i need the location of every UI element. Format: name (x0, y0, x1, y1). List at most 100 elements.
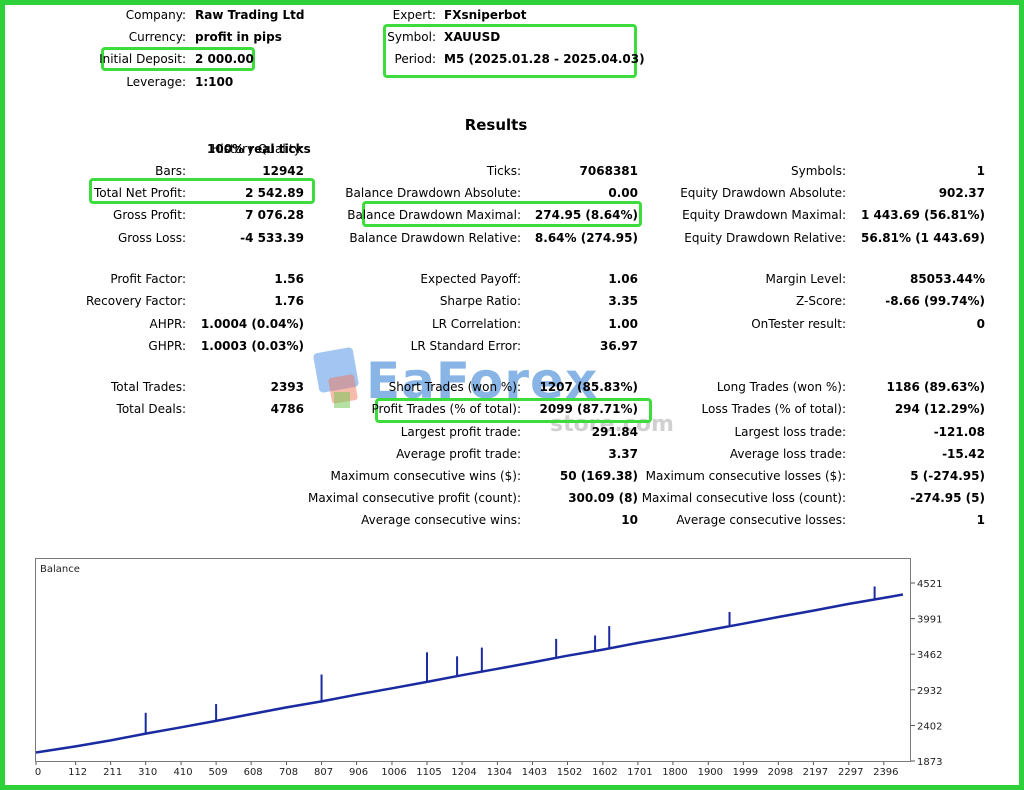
eq-dd-abs-value: 902.37 (938, 186, 985, 200)
x-tick-label: 2297 (838, 767, 863, 778)
x-tick-label: 509 (209, 767, 228, 778)
balance-series-line (35, 593, 904, 754)
sharpe-value: 3.35 (608, 294, 638, 308)
gross-loss-value: -4 533.39 (240, 231, 304, 245)
margin-label: Margin Level: (765, 272, 846, 286)
total-trades-value: 2393 (270, 380, 304, 394)
zscore-label: Z-Score: (796, 294, 846, 308)
net-profit-label: Total Net Profit: (93, 186, 186, 200)
bal-dd-max-value: 274.95 (8.64%) (534, 208, 638, 222)
history-quality-label: History Quality: (211, 142, 304, 156)
y-tick-label: 3462 (917, 650, 942, 661)
short-trades-value: 1207 (85.83%) (539, 380, 638, 394)
x-tick-label: 1800 (662, 767, 687, 778)
maximal-cons-profit-value: 300.09 (8) (568, 491, 638, 505)
x-tick-label: 708 (279, 767, 298, 778)
lr-err-value: 36.97 (600, 339, 638, 353)
expert-label: Expert: (392, 8, 436, 22)
symbol-period-highlight (383, 24, 637, 78)
bal-dd-rel-value: 8.64% (274.95) (534, 231, 638, 245)
bars-value: 12942 (262, 164, 304, 178)
x-tick-label: 1701 (627, 767, 652, 778)
company-label: Company: (125, 8, 186, 22)
short-trades-label: Short Trades (won %): (388, 380, 521, 394)
lr-err-label: LR Standard Error: (410, 339, 521, 353)
symbols-value: 1 (976, 164, 985, 178)
avg-cons-losses-label: Average consecutive losses: (676, 513, 846, 527)
largest-profit-value: 291.84 (591, 425, 638, 439)
period-label: Period: (394, 52, 436, 66)
x-tick-label: 2197 (803, 767, 828, 778)
avg-cons-wins-label: Average consecutive wins: (361, 513, 521, 527)
chart-title: Balance (40, 564, 80, 575)
bal-dd-abs-value: 0.00 (608, 186, 638, 200)
expected-payoff-value: 1.06 (608, 272, 638, 286)
y-tick-label: 2402 (917, 721, 942, 732)
leverage-value: 1:100 (195, 75, 234, 89)
x-tick-label: 1105 (416, 767, 441, 778)
net-profit-highlight (89, 178, 315, 204)
ghpr-value: 1.0003 (0.03%) (200, 339, 304, 353)
x-tick-label: 1999 (733, 767, 758, 778)
largest-profit-label: Largest profit trade: (400, 425, 521, 439)
history-quality-value: 100% real ticks (207, 142, 311, 156)
y-tick-label: 4521 (917, 579, 942, 590)
eq-dd-abs-label: Equity Drawdown Absolute: (680, 186, 846, 200)
avg-profit-value: 3.37 (608, 447, 638, 461)
gross-loss-label: Gross Loss: (118, 231, 186, 245)
long-trades-value: 1186 (89.63%) (886, 380, 985, 394)
x-tick-label: 112 (68, 767, 87, 778)
expected-payoff-label: Expected Payoff: (420, 272, 521, 286)
expert-value: FXsniperbot (444, 8, 527, 22)
max-cons-wins-label: Maximum consecutive wins ($): (330, 469, 521, 483)
bal-dd-max-label: Balance Drawdown Maximal: (347, 208, 521, 222)
sharpe-label: Sharpe Ratio: (439, 294, 521, 308)
ontester-label: OnTester result: (751, 317, 846, 331)
avg-profit-label: Average profit trade: (396, 447, 521, 461)
eq-dd-rel-label: Equity Drawdown Relative: (684, 231, 846, 245)
x-tick-label: 1006 (381, 767, 406, 778)
loss-trades-value: 294 (12.29%) (894, 402, 985, 416)
profit-trades-label: Profit Trades (% of total): (371, 402, 521, 416)
ahpr-label: AHPR: (149, 317, 186, 331)
max-cons-losses-label: Maximum consecutive losses ($): (645, 469, 846, 483)
largest-loss-label: Largest loss trade: (734, 425, 846, 439)
x-tick-label: 906 (349, 767, 368, 778)
x-axis: 0 112 211 310 410 509 608 708 807 906 1006 1105 1204… (35, 762, 899, 778)
eq-dd-max-label: Equity Drawdown Maximal: (682, 208, 846, 222)
leverage-label: Leverage: (126, 75, 186, 89)
x-tick-label: 310 (138, 767, 157, 778)
gross-profit-value: 7 076.28 (245, 208, 304, 222)
maximal-cons-loss-value: -274.95 (5) (910, 491, 985, 505)
x-tick-label: 1304 (487, 767, 512, 778)
y-tick-label: 1873 (917, 757, 942, 768)
maximal-cons-profit-label: Maximal consecutive profit (count): (307, 491, 521, 505)
ticks-value: 7068381 (579, 164, 638, 178)
largest-loss-value: -121.08 (933, 425, 985, 439)
deposit-highlight (101, 47, 255, 71)
eq-dd-rel-value: 56.81% (1 443.69) (861, 231, 985, 245)
results-title: Results (464, 116, 528, 134)
ghpr-label: GHPR: (148, 339, 186, 353)
recovery-factor-label: Recovery Factor: (85, 294, 186, 308)
symbol-value: XAUUSD (444, 30, 501, 44)
x-tick-label: 2396 (873, 767, 898, 778)
loss-trades-label: Loss Trades (% of total): (701, 402, 847, 416)
deposit-value: 2 000.00 (195, 52, 254, 66)
x-tick-label: 2098 (768, 767, 793, 778)
symbols-label: Symbols: (791, 164, 846, 178)
x-tick-label: 211 (103, 767, 122, 778)
x-tick-label: 410 (174, 767, 193, 778)
bal-dd-abs-label: Balance Drawdown Absolute: (345, 186, 521, 200)
total-deals-label: Total Deals: (116, 402, 186, 416)
bal-dd-max-highlight (362, 201, 642, 227)
lr-corr-label: LR Correlation: (431, 317, 521, 331)
period-value: M5 (2025.01.28 - 2025.04.03) (444, 52, 645, 66)
avg-loss-label: Average loss trade: (729, 447, 846, 461)
zscore-value: -8.66 (99.74%) (885, 294, 985, 308)
symbol-label: Symbol: (387, 30, 436, 44)
ticks-label: Ticks: (486, 164, 521, 178)
lr-corr-value: 1.00 (608, 317, 638, 331)
x-tick-label: 0 (35, 767, 41, 778)
ontester-value: 0 (976, 317, 985, 331)
